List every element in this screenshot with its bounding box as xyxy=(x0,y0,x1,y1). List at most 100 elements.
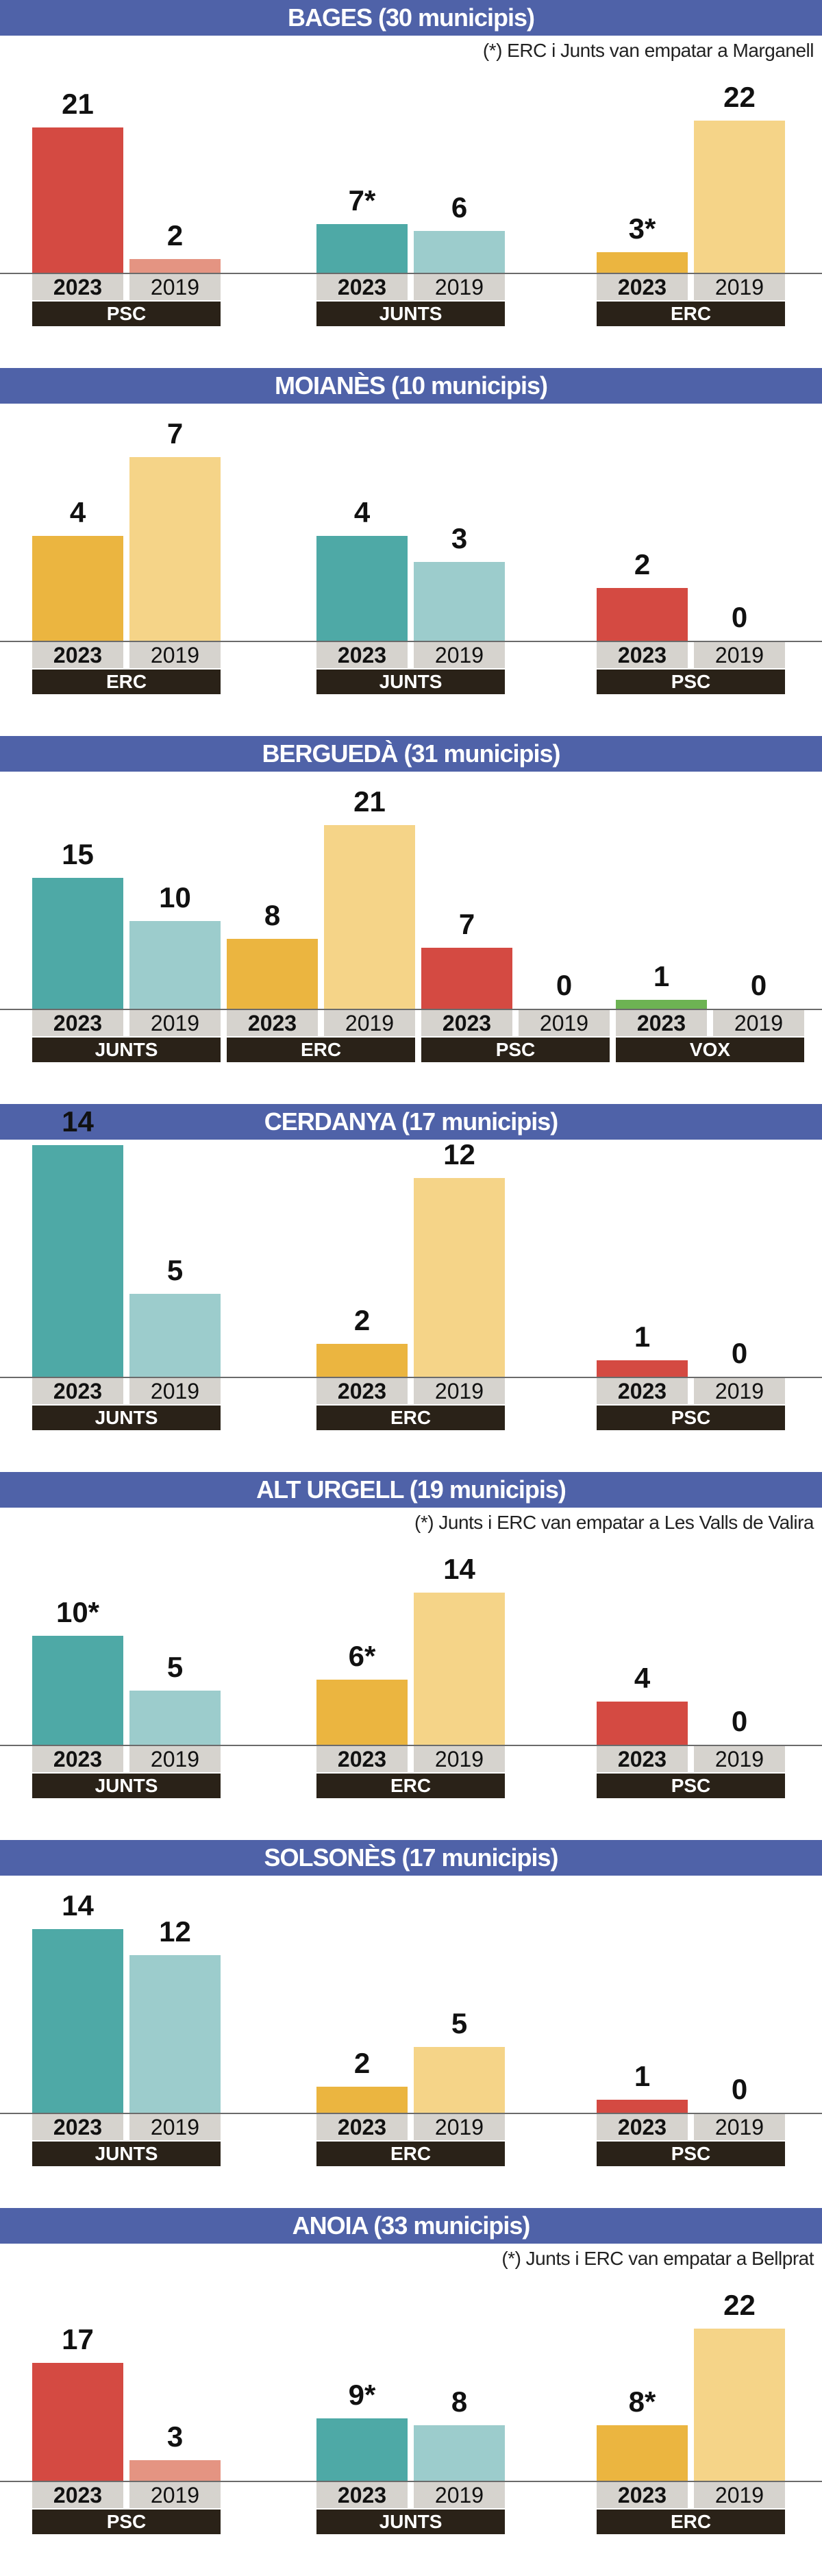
year-label: 2019 xyxy=(694,2482,785,2508)
bar xyxy=(597,1360,688,1377)
party-group: 21 2023 2 2019 PSC xyxy=(32,0,221,368)
chart-section: SOLSONÈS (17 municipis) 14 2023 12 2019 JUNTS… xyxy=(0,1840,822,2208)
value-label: 6 xyxy=(451,191,468,224)
value-label: 1 xyxy=(653,960,670,993)
party-label: ERC xyxy=(316,2142,505,2166)
value-label: 14 xyxy=(62,1889,94,1922)
party-group: 8 2023 21 2019 ERC xyxy=(227,736,415,1104)
baseline xyxy=(0,1009,822,1010)
year-label: 2023 xyxy=(616,1010,707,1036)
year-label: 2019 xyxy=(129,274,221,300)
value-label: 7 xyxy=(166,417,184,450)
value-label: 10 xyxy=(159,881,191,914)
chart-section: ANOIA (33 municipis) (*) Junts i ERC van … xyxy=(0,2208,822,2576)
party-label: ERC xyxy=(316,1406,505,1430)
year-label: 2019 xyxy=(713,1010,804,1036)
year-label: 2023 xyxy=(597,274,688,300)
bar xyxy=(316,1679,408,1745)
bar xyxy=(414,231,505,273)
value-label: 5 xyxy=(166,1650,184,1683)
year-label: 2023 xyxy=(316,274,408,300)
bar xyxy=(129,2460,221,2481)
year-label: 2019 xyxy=(129,1746,221,1772)
party-group: 4 2023 3 2019 JUNTS xyxy=(316,368,505,736)
year-label: 2019 xyxy=(129,2482,221,2508)
chart-section: BAGES (30 municipis) (*) ERC i Junts van … xyxy=(0,0,822,368)
bar xyxy=(129,1955,221,2113)
year-label: 2019 xyxy=(414,642,505,668)
party-label: JUNTS xyxy=(316,302,505,326)
year-label: 2023 xyxy=(316,1378,408,1404)
value-label: 10* xyxy=(55,1596,100,1629)
value-label: 21 xyxy=(62,88,94,121)
baseline xyxy=(0,2481,822,2482)
year-label: 2023 xyxy=(597,2114,688,2140)
year-label: 2023 xyxy=(32,2114,123,2140)
bar xyxy=(32,1636,123,1745)
year-label: 2019 xyxy=(324,1010,415,1036)
party-label: PSC xyxy=(597,1406,785,1430)
bar xyxy=(414,2425,505,2481)
party-label: PSC xyxy=(421,1038,610,1062)
party-group: 1 2023 0 2019 VOX xyxy=(616,736,804,1104)
bar xyxy=(421,947,512,1009)
value-label: 8 xyxy=(264,898,281,931)
value-label: 14 xyxy=(62,1105,94,1138)
bar xyxy=(227,938,318,1009)
bar xyxy=(316,2418,408,2481)
value-label: 7* xyxy=(348,184,376,217)
chart-section: CERDANYA (17 municipis) 14 2023 5 2019 JUNTS 2… xyxy=(0,1104,822,1472)
party-label: ERC xyxy=(32,670,221,694)
party-label: JUNTS xyxy=(32,1406,221,1430)
value-label: 22 xyxy=(723,81,756,113)
year-label: 2019 xyxy=(694,274,785,300)
party-label: ERC xyxy=(597,2510,785,2534)
value-label: 8* xyxy=(628,2385,656,2418)
year-label: 2019 xyxy=(414,2114,505,2140)
bar xyxy=(32,1145,123,1377)
value-label: 8 xyxy=(451,2385,468,2418)
party-group: 1 2023 0 2019 PSC xyxy=(597,1104,785,1472)
year-label: 2019 xyxy=(694,1378,785,1404)
year-label: 2023 xyxy=(32,2482,123,2508)
section-title: BAGES (30 municipis) xyxy=(0,0,822,36)
party-label: VOX xyxy=(616,1038,804,1062)
year-label: 2019 xyxy=(414,1746,505,1772)
bar xyxy=(316,224,408,273)
section-title: ANOIA (33 municipis) xyxy=(0,2208,822,2244)
party-group: 7* 2023 6 2019 JUNTS xyxy=(316,0,505,368)
party-group: 2 2023 5 2019 ERC xyxy=(316,1840,505,2208)
year-label: 2023 xyxy=(316,1746,408,1772)
value-label: 0 xyxy=(731,1705,748,1737)
year-label: 2019 xyxy=(414,1378,505,1404)
bar xyxy=(616,1000,707,1009)
party-label: JUNTS xyxy=(316,670,505,694)
baseline xyxy=(0,641,822,642)
value-label: 7 xyxy=(458,907,475,940)
year-label: 2019 xyxy=(519,1010,610,1036)
party-label: ERC xyxy=(597,302,785,326)
party-group: 2 2023 12 2019 ERC xyxy=(316,1104,505,1472)
bar xyxy=(129,1294,221,1377)
section-title: MOIANÈS (10 municipis) xyxy=(0,368,822,404)
year-label: 2023 xyxy=(597,2482,688,2508)
value-label: 2 xyxy=(353,2046,371,2079)
value-label: 3* xyxy=(628,212,656,245)
value-label: 9* xyxy=(348,2379,376,2412)
value-label: 17 xyxy=(62,2323,94,2356)
value-label: 12 xyxy=(443,1138,475,1171)
party-label: PSC xyxy=(32,2510,221,2534)
party-label: ERC xyxy=(316,1774,505,1798)
party-group: 4 2023 0 2019 PSC xyxy=(597,1472,785,1840)
party-group: 2 2023 0 2019 PSC xyxy=(597,368,785,736)
party-label: ERC xyxy=(227,1038,415,1062)
bar xyxy=(129,1690,221,1745)
value-label: 0 xyxy=(556,969,573,1001)
bar xyxy=(129,457,221,641)
year-label: 2019 xyxy=(414,2482,505,2508)
value-label: 2 xyxy=(353,1303,371,1336)
bar xyxy=(316,535,408,641)
year-label: 2023 xyxy=(316,2114,408,2140)
bar xyxy=(597,2099,688,2113)
party-group: 17 2023 3 2019 PSC xyxy=(32,2208,221,2576)
